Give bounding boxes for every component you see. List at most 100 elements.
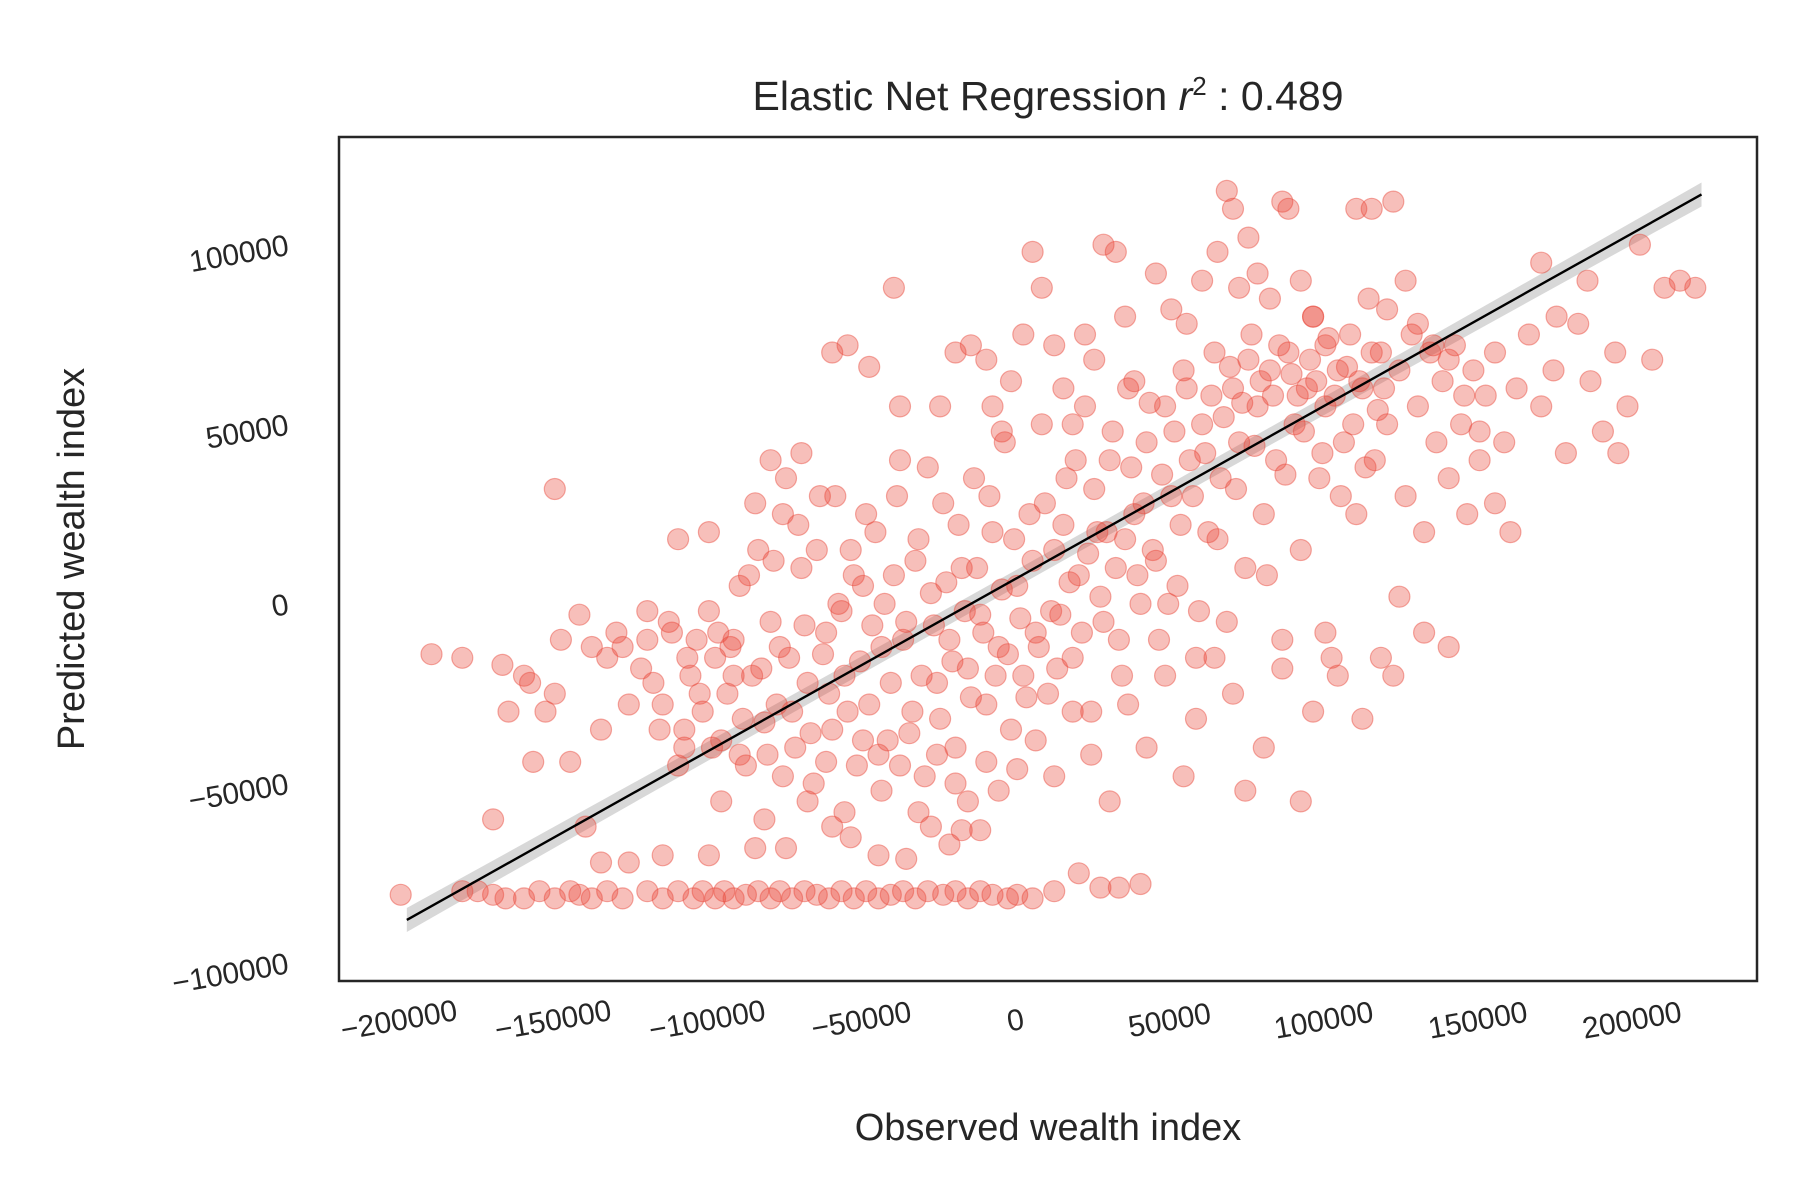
x-tick-label: 150000	[1426, 996, 1530, 1046]
scatter-point	[904, 887, 927, 910]
scatter-point	[1237, 226, 1260, 249]
scatter-point	[559, 750, 582, 774]
scatter-point	[666, 880, 690, 903]
scatter-point	[617, 851, 640, 874]
scatter-point	[1388, 585, 1411, 608]
scatter-point	[1043, 765, 1066, 788]
scatter-point	[1135, 736, 1158, 759]
scatter-point	[543, 477, 566, 501]
scatter-point	[1012, 323, 1035, 346]
x-tick-label: −100000	[646, 994, 768, 1047]
scatter-point	[1301, 700, 1325, 723]
scatter-point	[629, 657, 653, 680]
scatter-point	[888, 449, 912, 472]
scatter-point	[648, 718, 671, 741]
scatter-point	[1628, 233, 1652, 256]
scatter-point	[1184, 646, 1208, 669]
scatter-point	[728, 743, 751, 766]
scatter-point	[1456, 502, 1479, 526]
scatter-point	[1332, 431, 1356, 454]
scatter-point	[1326, 359, 1349, 382]
scatter-point	[1289, 269, 1312, 292]
scatter-point	[876, 729, 899, 752]
scatter-point	[691, 700, 714, 723]
scatter-point	[1329, 485, 1352, 508]
scatter-point	[1295, 377, 1319, 400]
scatter-point	[901, 700, 924, 723]
scatter-point	[1113, 528, 1137, 551]
scatter-point	[938, 628, 961, 651]
scatter-point	[420, 643, 443, 666]
scatter-point	[1342, 413, 1365, 436]
scatter-point	[1221, 197, 1245, 220]
scatter-point	[947, 513, 970, 537]
scatter-point	[691, 880, 714, 903]
scatter-point	[1261, 384, 1285, 407]
scatter-point	[1141, 538, 1164, 562]
scatter-point	[1006, 757, 1029, 781]
scatter-point	[996, 643, 1020, 666]
scatter-point	[1326, 664, 1349, 687]
scatter-point	[1641, 348, 1664, 371]
scatter-point	[870, 779, 893, 802]
scatter-point	[932, 883, 955, 906]
scatter-point	[891, 880, 915, 903]
scatter-point	[676, 646, 699, 669]
scatter-point	[660, 621, 684, 644]
scatter-point	[1061, 646, 1084, 669]
scatter-point	[703, 887, 727, 910]
scatter-point	[839, 538, 862, 562]
scatter-point	[673, 736, 696, 759]
scatter-point	[731, 707, 754, 730]
scatter-point	[1098, 449, 1121, 472]
scatter-point	[512, 887, 536, 910]
scatter-point	[796, 671, 819, 695]
scatter-point	[873, 592, 896, 616]
scatter-point	[1209, 467, 1232, 490]
scatter-point	[1604, 341, 1627, 364]
scatter-point	[814, 750, 838, 774]
scatter-point	[1684, 276, 1707, 299]
scatter-point	[1221, 682, 1245, 705]
y-tick-label: −50000	[186, 768, 291, 818]
scatter-point	[1301, 305, 1325, 328]
scatter-point	[854, 880, 878, 903]
scatter-point	[1591, 420, 1615, 443]
scatter-point	[636, 628, 659, 651]
scatter-point	[1027, 635, 1050, 659]
scatter-point	[805, 883, 828, 906]
scatter-point	[916, 456, 939, 479]
scatter-point	[932, 492, 955, 515]
scatter-point	[1144, 262, 1168, 285]
scatter-point	[821, 718, 844, 741]
scatter-point	[679, 664, 702, 687]
scatter-point	[1237, 348, 1260, 371]
scatter-point	[830, 880, 853, 903]
scatter-point	[596, 880, 619, 903]
scatter-point	[482, 808, 505, 831]
scatter-point	[938, 833, 961, 856]
scatter-point	[793, 880, 816, 903]
scatter-point	[494, 887, 517, 910]
scatter-point	[888, 395, 912, 418]
scatter-point	[1227, 276, 1251, 299]
scatter-point	[747, 538, 770, 562]
scatter-point	[1116, 693, 1140, 716]
scatter-point	[1157, 592, 1180, 616]
y-axis-label: Predicted wealth index	[51, 368, 93, 750]
scatter-point	[518, 671, 542, 695]
scatter-point	[842, 887, 865, 910]
scatter-point	[1258, 359, 1282, 382]
y-tick-labels: −100000 −50000 0 50000 100000	[170, 229, 292, 1000]
scatter-point	[1317, 327, 1340, 350]
scatter-point	[858, 355, 881, 378]
scatter-point	[1335, 355, 1359, 378]
scatter-point	[771, 502, 795, 526]
scatter-point	[882, 564, 906, 587]
scatter-point	[1412, 520, 1436, 544]
scatter-point	[1292, 420, 1316, 443]
scatter-point	[1166, 574, 1189, 598]
scatter-point	[1314, 334, 1337, 357]
scatter-point	[1363, 449, 1386, 472]
scatter-point	[716, 682, 739, 705]
